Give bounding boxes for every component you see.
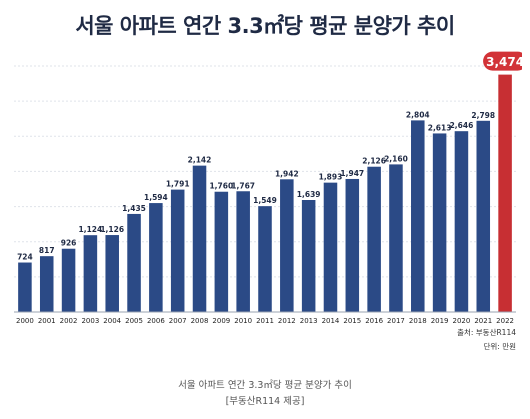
caption-credit: [부동산R114 제공] [225, 396, 305, 407]
value-label-2005: 1,435 [122, 204, 146, 213]
tick-label-2018: 2018 [409, 317, 427, 325]
bar-2018 [411, 120, 425, 312]
value-label-2021: 2,798 [471, 111, 495, 120]
bar-2003 [83, 235, 98, 312]
bar-2013 [301, 200, 316, 312]
value-label-2014: 1,893 [319, 173, 343, 182]
value-label-2012: 1,942 [275, 169, 299, 178]
bar-2000 [18, 262, 32, 312]
tick-label-2004: 2004 [103, 317, 121, 325]
bar-chart: 724 2000 817 2001 926 2002 1,124 2003 1,126 2004 1… [14, 51, 522, 325]
bar-2020 [454, 131, 469, 312]
bar-2012 [280, 179, 294, 312]
value-label-2022: 3,474 [486, 55, 522, 69]
tick-label-2021: 2021 [474, 317, 492, 325]
chart-frame: 서울 아파트 연간 3.3㎡당 평균 분양가 추이 724 2000 817 2001… [8, 0, 522, 360]
tick-label-2000: 2000 [16, 317, 34, 325]
highlight-label-bg [483, 51, 522, 71]
value-label-2011: 1,549 [253, 196, 277, 205]
value-label-2019: 2,613 [428, 123, 452, 132]
value-label-2006: 1,594 [144, 193, 168, 202]
tick-label-2010: 2010 [234, 317, 252, 325]
bar-2006 [149, 203, 163, 312]
unit-note: 단위: 만원 [483, 342, 516, 351]
value-label-2016: 2,126 [362, 157, 386, 166]
tick-label-2022: 2022 [496, 317, 514, 325]
chart-title: 서울 아파트 연간 3.3㎡당 평균 분양가 추이 [75, 14, 455, 38]
value-label-2009: 1,760 [209, 182, 233, 191]
value-label-2020: 2,646 [450, 121, 474, 130]
bar-2019 [432, 133, 447, 312]
bar-2022 [498, 74, 512, 312]
tick-label-2012: 2012 [278, 317, 296, 325]
tick-label-2003: 2003 [81, 317, 99, 325]
value-label-2017: 2,160 [384, 154, 408, 163]
value-label-2015: 1,947 [340, 169, 364, 178]
value-label-2008: 2,142 [188, 156, 212, 165]
tick-label-2008: 2008 [191, 317, 209, 325]
tick-label-2006: 2006 [147, 317, 165, 325]
bar-2017 [389, 164, 403, 312]
bar-2002 [61, 248, 76, 312]
value-label-2013: 1,639 [297, 190, 321, 199]
tick-label-2002: 2002 [60, 317, 78, 325]
bar-2011 [258, 206, 272, 312]
value-label-2002: 926 [61, 239, 77, 248]
tick-label-2005: 2005 [125, 317, 143, 325]
bar-2016 [367, 166, 381, 312]
bar-2009 [214, 191, 229, 312]
tick-label-2020: 2020 [453, 317, 471, 325]
bar-2021 [476, 120, 491, 312]
tick-label-2017: 2017 [387, 317, 405, 325]
value-label-2004: 1,126 [100, 225, 124, 234]
value-label-2010: 1,767 [231, 181, 255, 190]
tick-label-2014: 2014 [322, 317, 340, 325]
bar-2004 [105, 235, 119, 312]
value-label-2003: 1,124 [79, 225, 103, 234]
tick-label-2011: 2011 [256, 317, 274, 325]
tick-label-2001: 2001 [38, 317, 56, 325]
bar-2010 [236, 191, 250, 312]
tick-label-2007: 2007 [169, 317, 187, 325]
tick-label-2009: 2009 [212, 317, 230, 325]
bar-2007 [170, 189, 185, 312]
value-label-2007: 1,791 [166, 180, 190, 189]
bar-2015 [345, 178, 360, 312]
caption-title: 서울 아파트 연간 3.3㎡당 평균 분양가 추이 [178, 380, 352, 391]
bar-2005 [127, 213, 141, 312]
tick-label-2016: 2016 [365, 317, 383, 325]
bar-2014 [323, 182, 338, 312]
value-label-2001: 817 [39, 246, 55, 255]
value-label-2000: 724 [17, 253, 33, 262]
bar-2001 [39, 256, 54, 312]
tick-label-2019: 2019 [431, 317, 449, 325]
source-note: 출처: 부동산R114 [457, 328, 516, 337]
bar-2008 [192, 165, 207, 312]
tick-label-2013: 2013 [300, 317, 318, 325]
tick-label-2015: 2015 [343, 317, 361, 325]
value-label-2018: 2,804 [406, 110, 430, 119]
